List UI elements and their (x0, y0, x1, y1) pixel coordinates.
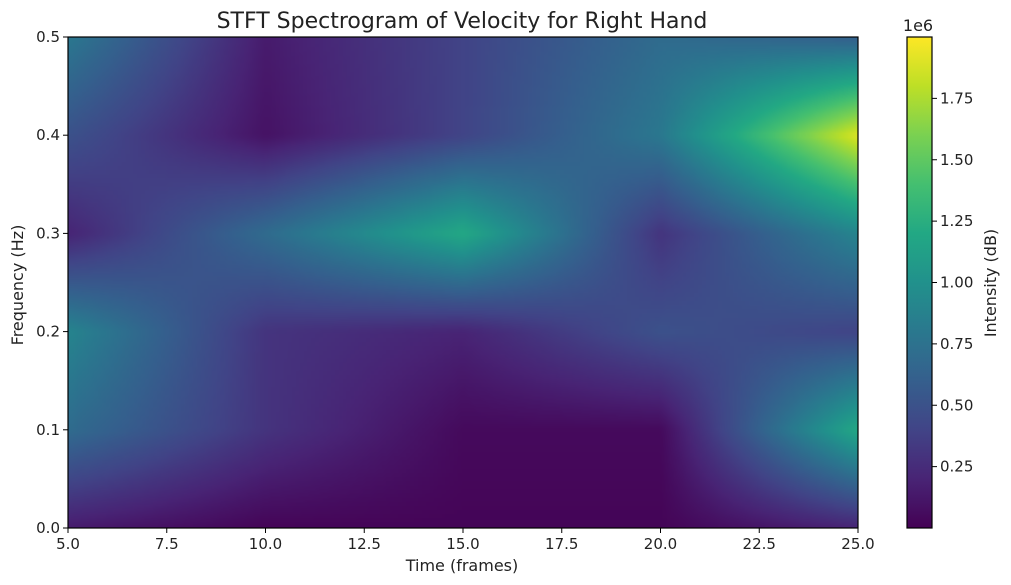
x-tick-label: 7.5 (155, 535, 179, 553)
colorbar-tick-label: 0.75 (940, 335, 973, 353)
x-tick-label: 15.0 (446, 535, 479, 553)
x-tick-label: 20.0 (644, 535, 677, 553)
x-tick-label: 12.5 (348, 535, 381, 553)
y-tick-label: 0.4 (36, 126, 60, 144)
heatmap-image (68, 37, 858, 528)
y-tick-label: 0.5 (36, 28, 60, 46)
colorbar-tick-label: 1.25 (940, 212, 973, 230)
y-tick-label: 0.1 (36, 421, 60, 439)
y-axis: 0.0 0.1 0.2 0.3 0.4 0.5 (36, 28, 68, 537)
x-axis-label: Time (frames) (405, 556, 519, 575)
x-tick-label: 25.0 (841, 535, 874, 553)
colorbar-label: Intensity (dB) (981, 229, 1000, 337)
colorbar-gradient (906, 36, 933, 529)
y-tick-label: 0.0 (36, 519, 60, 537)
y-tick-label: 0.2 (36, 323, 60, 341)
y-axis-label: Frequency (Hz) (8, 225, 27, 346)
x-axis: 5.0 7.5 10.0 12.5 15.0 17.5 20.0 22.5 25.0 (56, 528, 875, 553)
chart-title: STFT Spectrogram of Velocity for Right H… (217, 9, 708, 34)
colorbar-tick-label: 0.25 (940, 458, 973, 476)
y-tick-label: 0.3 (36, 224, 60, 242)
plot-area (67, 36, 859, 529)
x-tick-label: 5.0 (56, 535, 80, 553)
colorbar-tick-label: 1.75 (940, 89, 973, 107)
colorbar-tick-label: 1.50 (940, 151, 973, 169)
colorbar-offset-label: 1e6 (903, 16, 933, 35)
colorbar-tick-label: 1.00 (940, 274, 973, 292)
colorbar: 0.25 0.50 0.75 1.00 1.25 1.50 1.75 (906, 36, 973, 529)
x-tick-label: 10.0 (249, 535, 282, 553)
x-tick-label: 22.5 (743, 535, 776, 553)
colorbar-tick-label: 0.50 (940, 396, 973, 414)
x-tick-label: 17.5 (545, 535, 578, 553)
